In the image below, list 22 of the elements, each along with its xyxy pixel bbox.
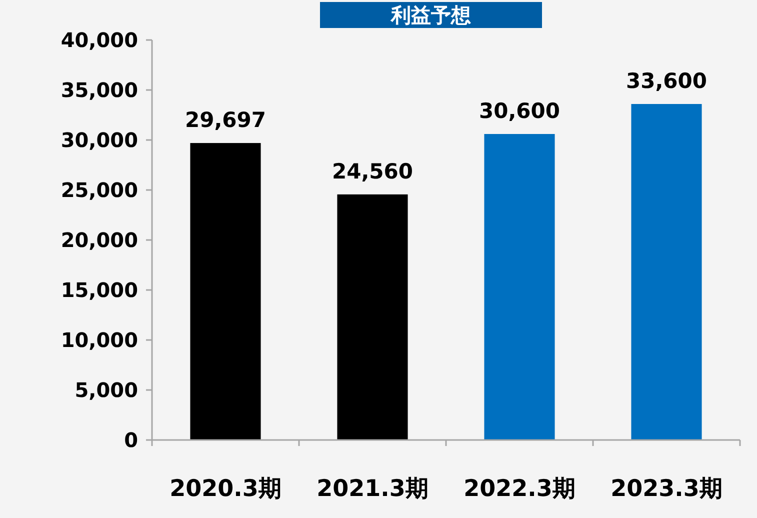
bar [631,104,702,440]
x-tick-label: 2022.3期 [464,476,576,502]
data-label: 29,697 [184,108,266,132]
data-label: 24,560 [332,159,414,184]
data-label: 33,600 [626,69,708,93]
x-tick-label: 2020.3期 [170,476,282,502]
y-tick-label: 15,000 [60,278,138,302]
y-tick-label: 25,000 [60,178,138,202]
y-tick-label: 0 [124,428,138,452]
x-tick-label: 2021.3期 [316,476,428,502]
y-tick-label: 35,000 [60,78,138,102]
bar [337,194,408,440]
y-tick-label: 5,000 [74,378,138,402]
y-tick-label: 40,000 [60,28,138,52]
y-tick-label: 10,000 [60,328,138,352]
y-tick-label: 30,000 [60,128,138,152]
chart-title: 利益予想 [390,3,471,27]
x-tick-label: 2023.3期 [610,476,722,502]
bar [484,134,555,440]
data-label: 30,600 [478,99,560,123]
y-tick-label: 20,000 [60,228,138,252]
bar [190,143,261,440]
